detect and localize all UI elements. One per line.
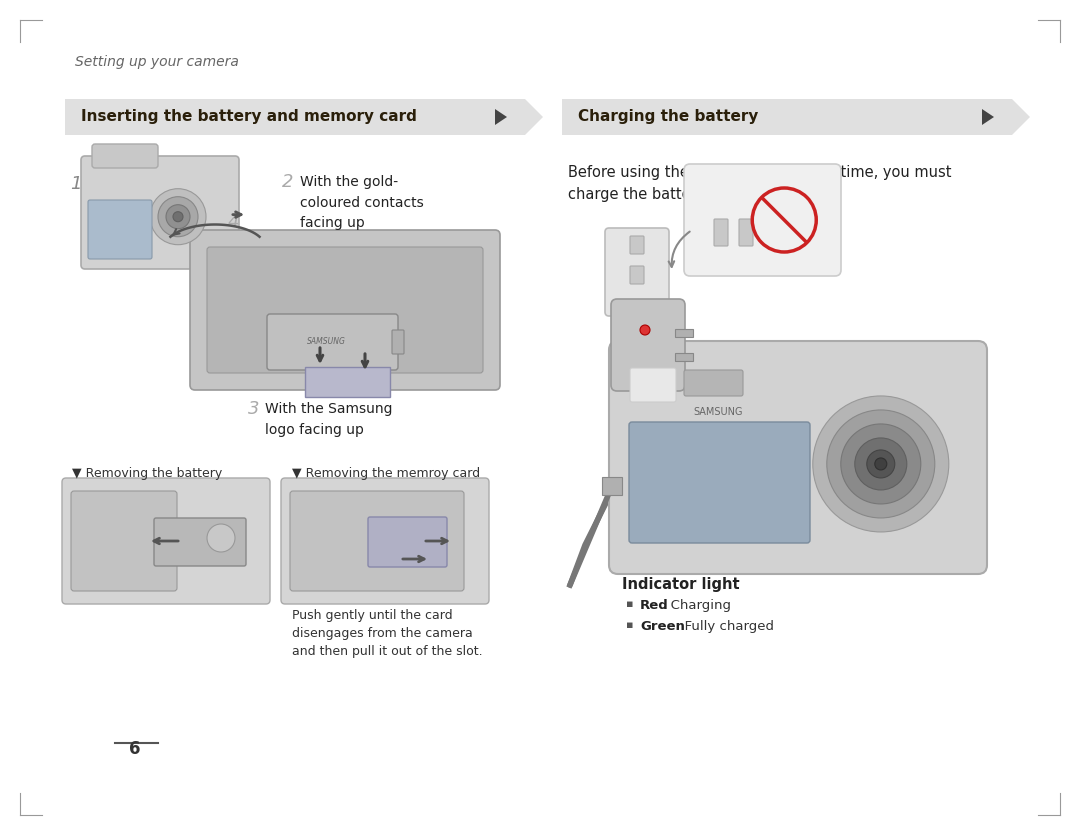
FancyBboxPatch shape [605,228,669,316]
Text: With the Samsung
logo facing up: With the Samsung logo facing up [265,402,392,437]
FancyBboxPatch shape [684,164,841,276]
FancyBboxPatch shape [630,368,676,402]
Circle shape [827,410,935,518]
Text: ▪: ▪ [626,599,634,609]
FancyBboxPatch shape [609,341,987,574]
Text: : Charging: : Charging [662,599,730,612]
FancyBboxPatch shape [630,266,644,284]
FancyBboxPatch shape [684,370,743,396]
Polygon shape [495,109,507,125]
FancyBboxPatch shape [154,518,246,566]
Text: Green: Green [640,620,685,633]
Text: 2: 2 [282,173,294,191]
Text: Push gently until the card
disengages from the camera
and then pull it out of th: Push gently until the card disengages fr… [292,609,483,658]
FancyBboxPatch shape [71,491,177,591]
Circle shape [813,396,949,532]
Text: Setting up your camera: Setting up your camera [75,55,239,69]
FancyBboxPatch shape [81,156,239,269]
Circle shape [875,458,887,470]
Circle shape [867,450,895,478]
Circle shape [207,524,235,552]
FancyBboxPatch shape [267,314,399,370]
Bar [675,329,693,337]
FancyBboxPatch shape [281,478,489,604]
FancyBboxPatch shape [65,99,525,135]
Text: ▼ Removing the battery: ▼ Removing the battery [72,467,222,480]
FancyBboxPatch shape [392,330,404,354]
Polygon shape [305,367,390,397]
FancyBboxPatch shape [368,517,447,567]
Polygon shape [1012,99,1030,135]
Text: SAMSUNG: SAMSUNG [307,337,346,347]
FancyBboxPatch shape [714,219,728,246]
Text: Charging the battery: Charging the battery [578,109,758,124]
FancyBboxPatch shape [291,491,464,591]
FancyBboxPatch shape [87,200,152,259]
Circle shape [640,325,650,335]
FancyBboxPatch shape [739,219,753,246]
FancyBboxPatch shape [92,144,158,168]
Circle shape [166,205,190,229]
FancyBboxPatch shape [62,478,270,604]
Text: Before using the camera for the first time, you must
charge the battery.: Before using the camera for the first ti… [568,165,951,201]
Polygon shape [525,99,543,135]
Text: ▪: ▪ [626,620,634,630]
Text: 4: 4 [228,213,240,231]
Polygon shape [982,109,994,125]
FancyBboxPatch shape [207,247,483,373]
Text: Red: Red [640,599,669,612]
FancyBboxPatch shape [630,236,644,254]
Text: 1: 1 [70,175,81,193]
Text: 3: 3 [248,400,259,418]
Circle shape [854,438,907,490]
Bar [675,353,693,361]
Text: 6: 6 [130,740,140,758]
Circle shape [158,197,198,236]
Text: Indicator light: Indicator light [622,577,740,592]
Text: SAMSUNG: SAMSUNG [693,407,743,417]
FancyBboxPatch shape [611,299,685,391]
Circle shape [173,212,183,222]
Text: : Fully charged: : Fully charged [676,620,774,633]
Text: ▼ Removing the memroy card: ▼ Removing the memroy card [292,467,481,480]
Text: Inserting the battery and memory card: Inserting the battery and memory card [81,109,417,124]
Text: With the gold-
coloured contacts
facing up: With the gold- coloured contacts facing … [300,175,423,230]
Circle shape [150,189,206,245]
FancyBboxPatch shape [629,422,810,543]
FancyBboxPatch shape [190,230,500,390]
Circle shape [841,424,921,504]
FancyBboxPatch shape [602,477,622,495]
FancyBboxPatch shape [562,99,1012,135]
